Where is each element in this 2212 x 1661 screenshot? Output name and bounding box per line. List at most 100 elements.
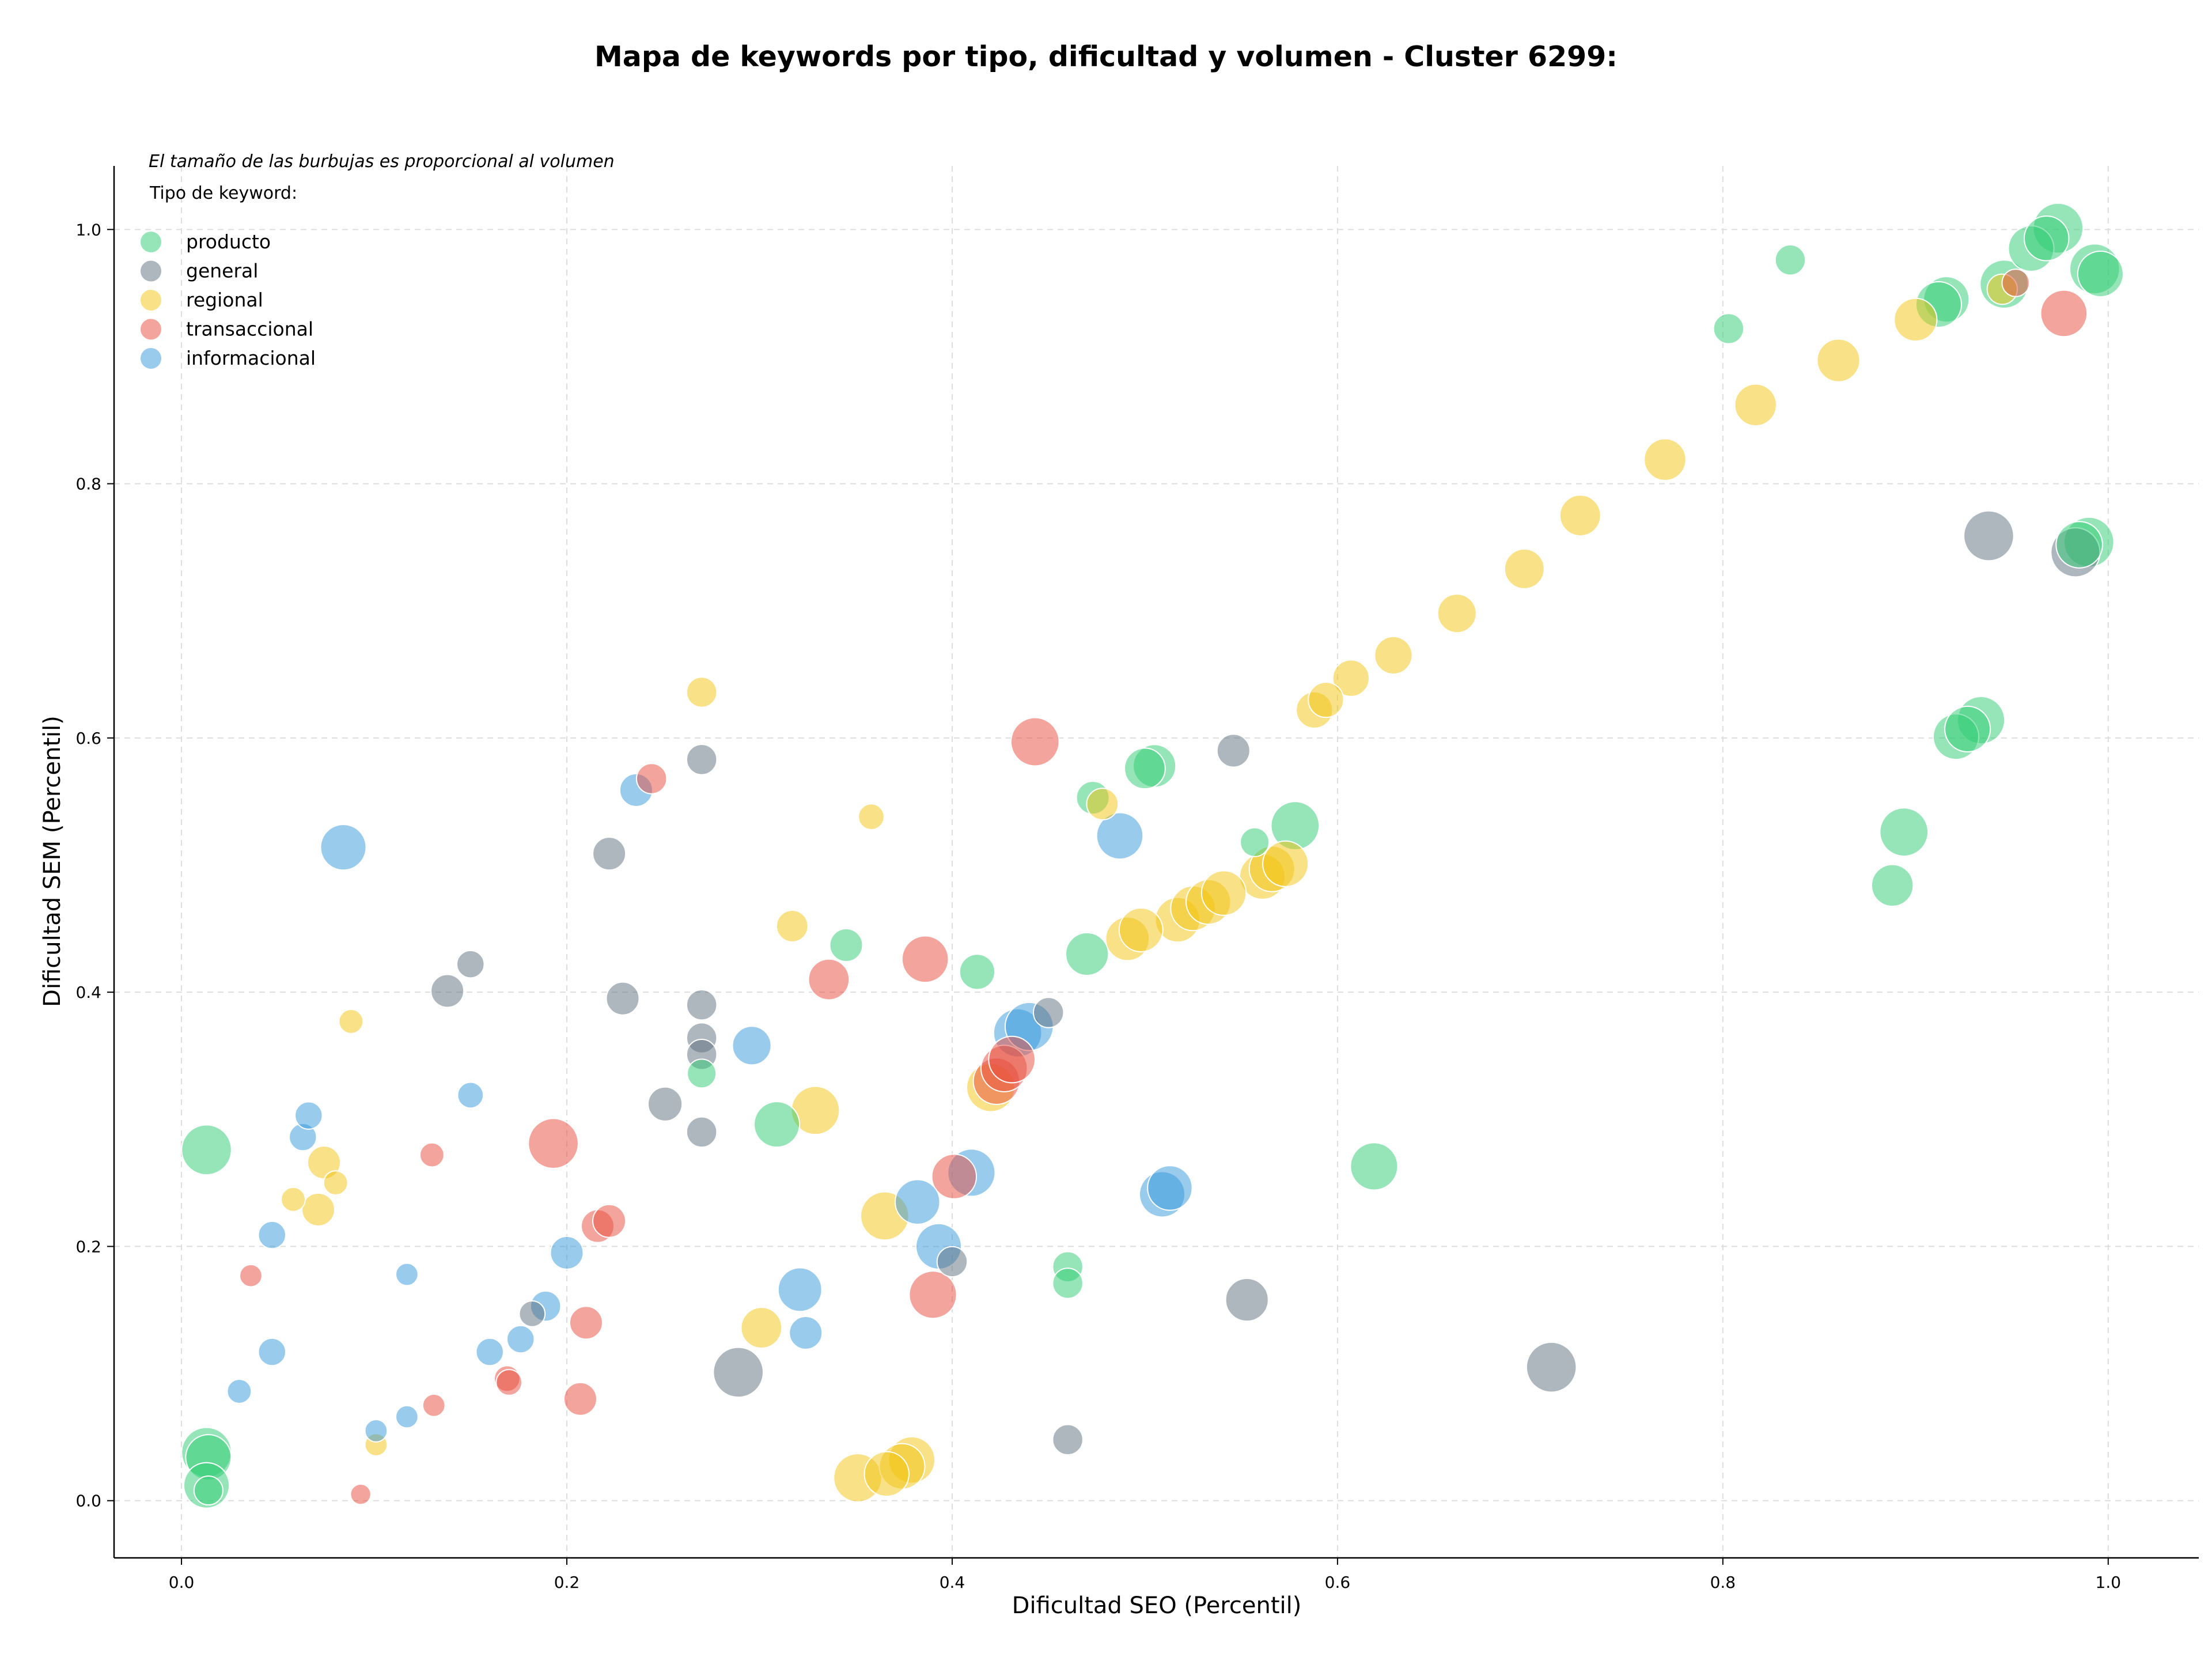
bubble-transaccional [931,1153,978,1200]
bubble-transaccional [495,1369,523,1396]
bubble-producto [2077,251,2124,298]
bubble-general [1052,1424,1084,1456]
bubble-transaccional [901,935,949,983]
bubble-informacional [257,1337,286,1367]
x-tick-label: 1.0 [2096,1573,2122,1592]
bubble-producto [829,928,863,963]
chart-title: Mapa de keywords por tipo, dificultad y … [594,40,1618,73]
bubble-transaccional [988,1035,1036,1084]
bubble-informacional [550,1235,584,1270]
y-tick-label: 0.8 [75,475,101,494]
bubble-producto [959,954,996,990]
grid [114,166,2199,1558]
y-axis-label: Dificultad SEM (Percentil) [39,716,66,1007]
bubble-transaccional [1010,717,1060,767]
bubble-informacional [1096,812,1144,860]
legend-label-transaccional: transaccional [186,318,313,340]
bubble-transaccional [569,1306,603,1340]
legend-label-regional: regional [186,289,263,311]
bubble-regional [1262,840,1309,887]
y-tick-label: 0.6 [75,729,101,748]
bubble-transaccional [528,1118,579,1170]
bubble-regional [1734,383,1777,427]
bubble-informacional [395,1405,419,1429]
legend-marker-regional [139,289,162,312]
bubble-producto [687,1058,717,1089]
bubble-regional [1308,682,1344,718]
bubble-regional [858,803,885,831]
bubble-regional [323,1170,349,1196]
bubble-transaccional [2040,289,2088,338]
bubble-general [685,989,718,1021]
legend-items: producto general regional transaccional info… [139,230,316,370]
bubble-transaccional [2001,268,2030,297]
bubble-transaccional [350,1484,372,1505]
bubble-informacional [294,1101,323,1130]
bubble-producto [2024,215,2070,262]
y-tick-label: 1.0 [75,220,101,239]
bubble-general [685,1116,718,1148]
bubble-producto [1240,827,1270,857]
bubble-informacional [506,1325,535,1354]
bubble-regional [338,1008,364,1034]
legend-marker-transaccional [139,317,162,341]
bubble-general [1216,733,1251,768]
y-ticks: 0.0 0.2 0.4 0.6 0.8 1.0 [75,220,114,1511]
bubble-producto [1870,864,1914,907]
bubble-informacional [226,1379,252,1404]
bubble-transaccional [808,958,850,1001]
bubble-general [430,974,465,1008]
bubble-regional [1816,338,1861,383]
bubble-informacional [1147,1165,1193,1211]
bubble-informacional [475,1337,504,1367]
x-tick-label: 0.8 [1710,1573,1736,1592]
bubble-producto [753,1101,801,1148]
bubble-producto [1052,1267,1084,1299]
bubble-producto [1350,1142,1399,1191]
bubble-regional [685,676,718,708]
bubble-producto [193,1475,224,1506]
legend-marker-informacional [139,347,162,370]
bubble-informacional [895,1179,941,1225]
legend-note: El tamaño de las burbujas es proporciona… [149,152,615,172]
bubble-general [592,837,627,871]
bubble-transaccional [563,1382,597,1416]
bubble-producto [1124,747,1166,790]
bubble-regional [1893,297,1938,342]
bubble-regional [775,910,809,943]
bubble-general [518,1300,546,1327]
bubble-regional [1559,494,1601,537]
bubble-regional [1086,788,1119,820]
bubble-general [685,744,718,775]
bubble-general [936,1246,968,1278]
legend-marker-general [139,259,162,283]
legend-title: Tipo de keyword: [149,183,297,203]
x-tick-label: 0.4 [940,1573,965,1592]
bubble-informacional [320,824,367,871]
axes [113,166,2199,1559]
bubble-transaccional [908,1270,957,1319]
bubble-transaccional [419,1142,445,1168]
bubble-regional [281,1186,306,1212]
bubble-producto [1713,313,1745,345]
bubble-transaccional [635,763,668,794]
bubble-general [1963,510,2014,562]
bubble-informacional [777,1267,823,1312]
bubble-transaccional [592,1204,627,1238]
bubble-general [1225,1278,1269,1322]
bubble-informacional [395,1262,419,1287]
bubble-producto [1065,932,1109,977]
bubble-general [1032,997,1065,1028]
bubble-producto [2055,521,2103,569]
x-tick-label: 0.6 [1325,1573,1351,1592]
bubble-regional [1643,438,1687,481]
legend-label-producto: producto [186,230,271,253]
bubble-informacional [457,1081,484,1109]
x-tick-label: 0.0 [169,1573,195,1592]
y-tick-label: 0.0 [75,1492,101,1511]
legend-label-general: general [186,260,258,282]
bubble-general [1525,1341,1577,1393]
legend-label-informacional: informacional [186,347,316,369]
bubble-regional [740,1307,783,1349]
